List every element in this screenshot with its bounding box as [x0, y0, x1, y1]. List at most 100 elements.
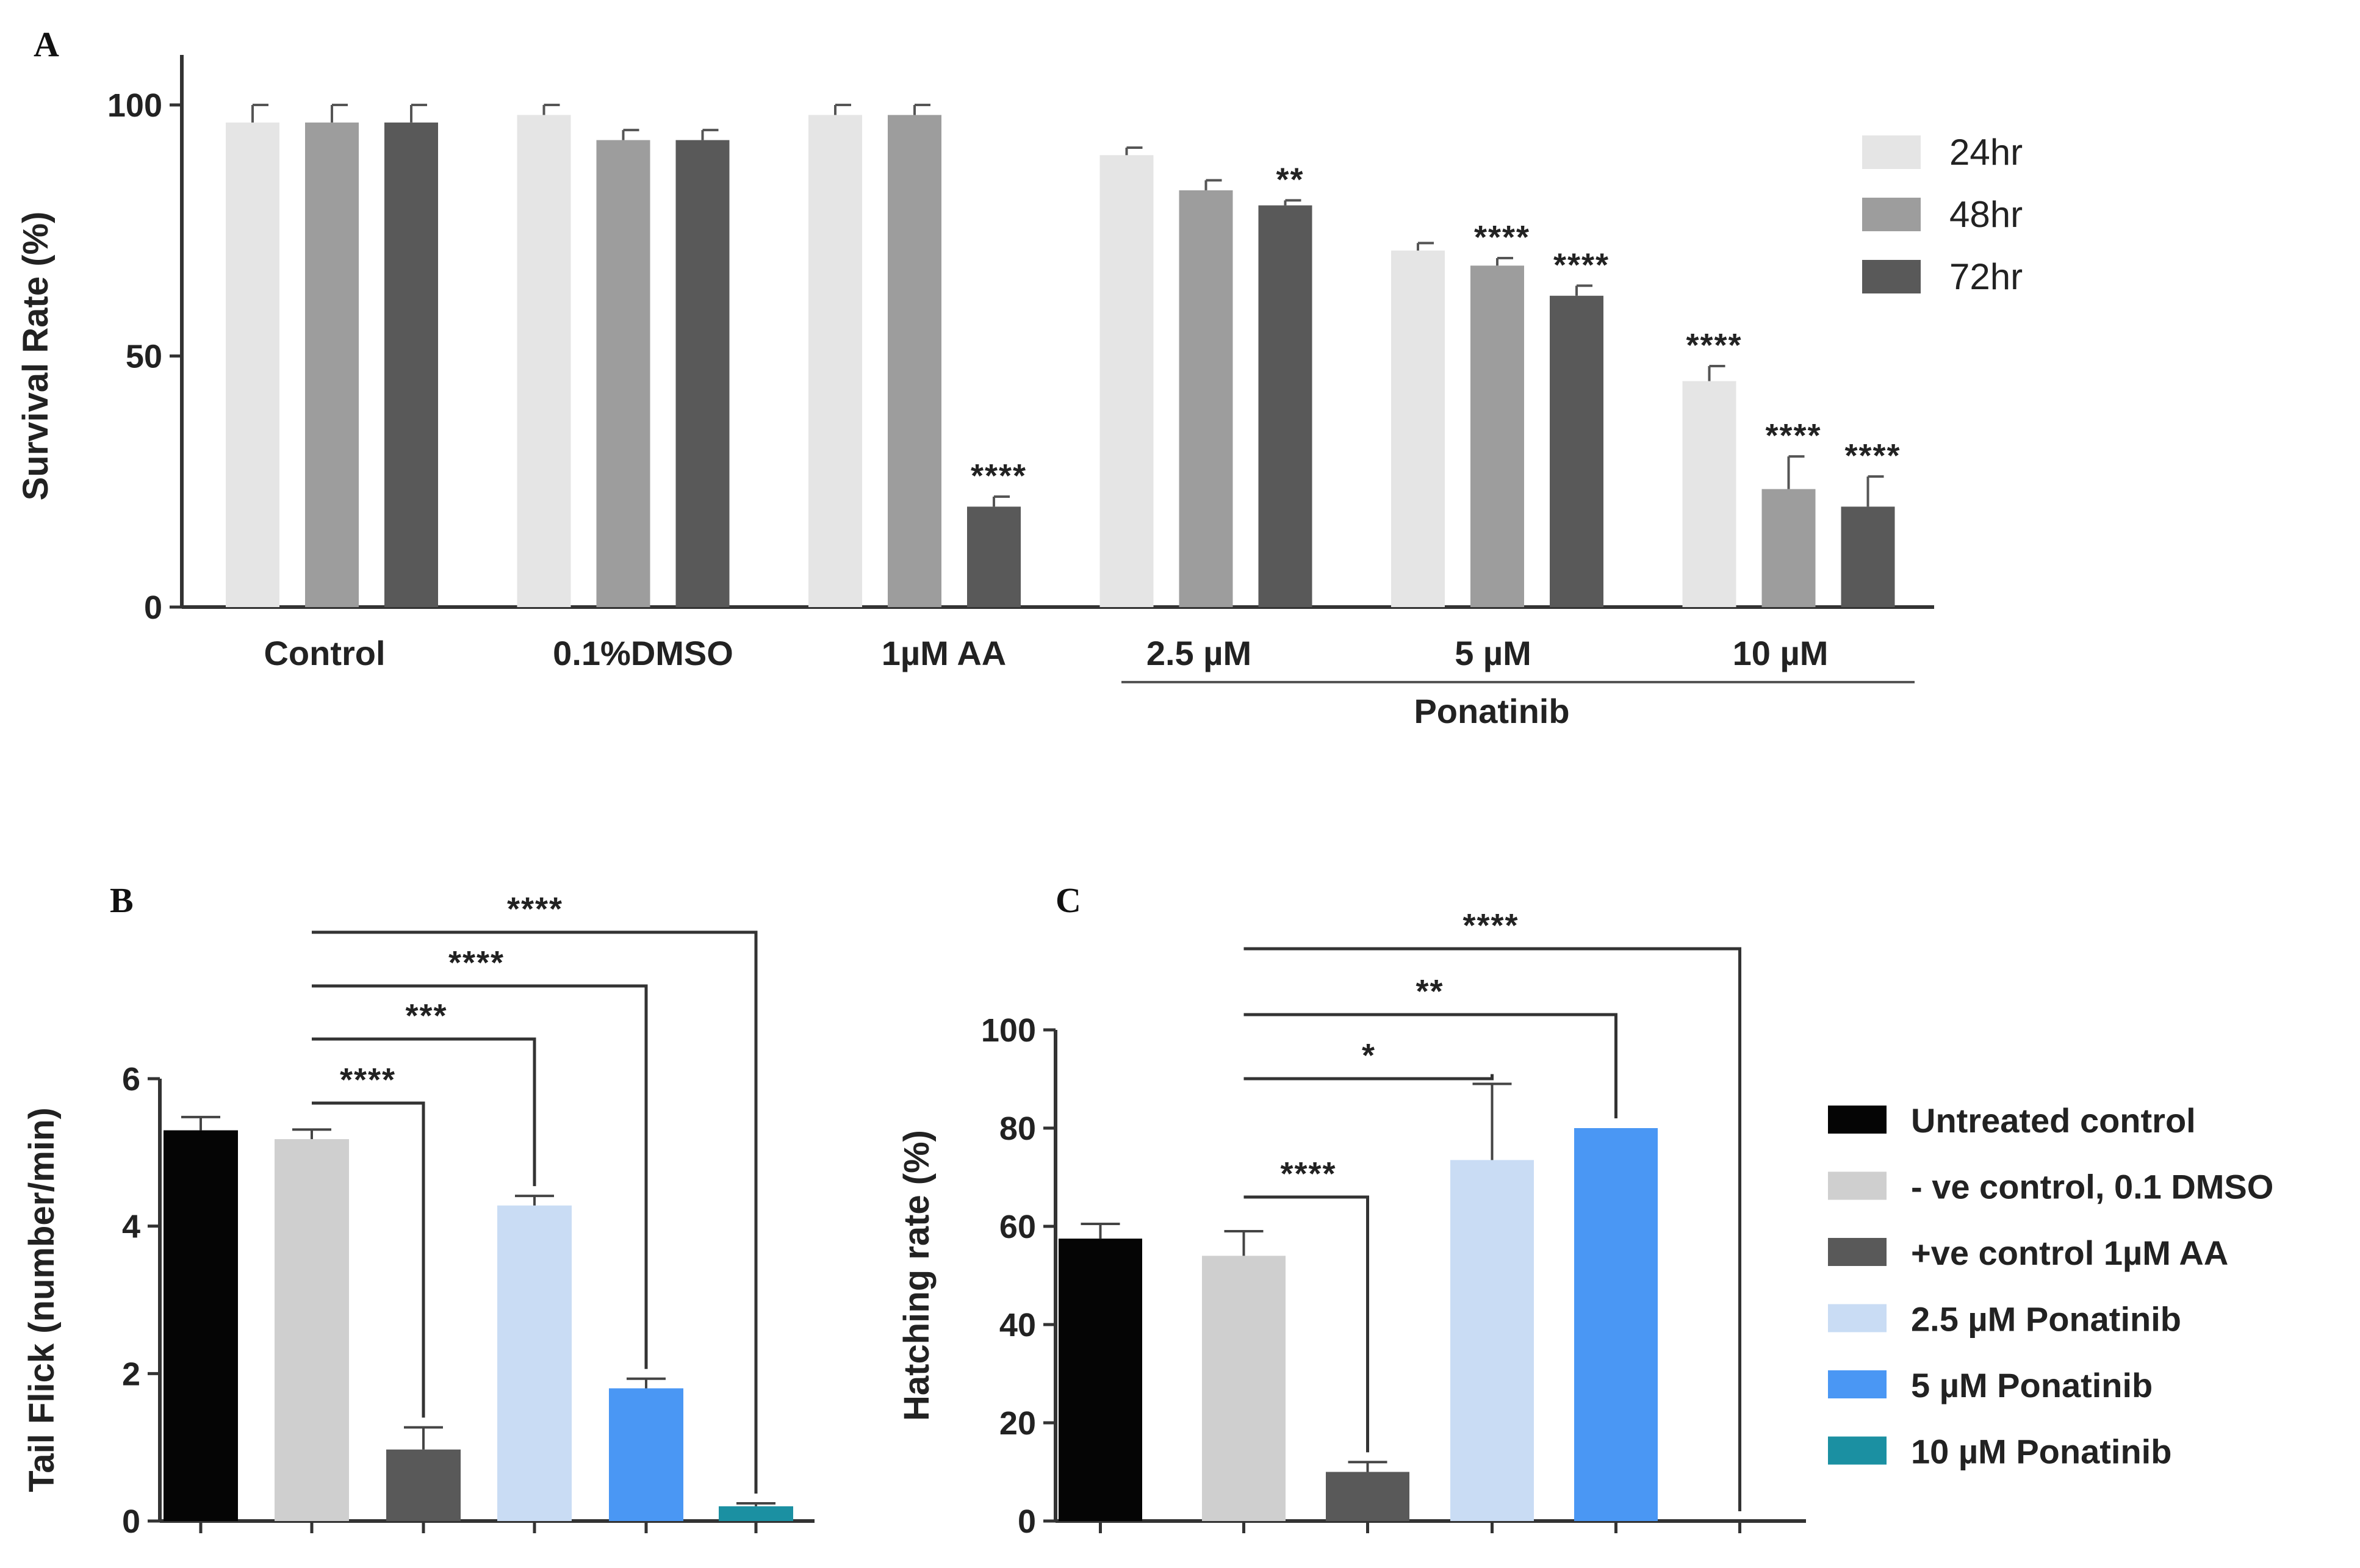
legend-label-72hr: 72hr	[1949, 256, 2023, 297]
bar-72hr	[675, 140, 730, 608]
y-tick-label: 0	[144, 589, 162, 626]
category-label-0-1-dmso: 0.1%DMSO	[553, 634, 733, 672]
y-axis-title: Hatching rate (%)	[897, 1130, 937, 1421]
bar-72hr	[384, 122, 438, 607]
comparison-stars: *	[1362, 1037, 1376, 1074]
panel-label-a: A	[34, 24, 59, 64]
comparison-bracket	[312, 930, 758, 1494]
bar-ve-control-0-1-dmso	[1202, 1256, 1286, 1521]
y-tick-label: 0	[122, 1503, 140, 1540]
comparison-bracket	[312, 1101, 425, 1418]
y-tick-label: 0	[1018, 1503, 1036, 1540]
chart-a-survival: 0 50 100 Survival Rate (%) Control 0.1%DMSO **…	[16, 55, 2023, 730]
comparison-bracket	[312, 984, 648, 1369]
y-tick-label: 6	[122, 1061, 140, 1098]
group-label-ponatinib: Ponatinib	[1414, 692, 1569, 730]
bar-48hr	[1470, 265, 1524, 607]
bar-24hr	[1391, 250, 1445, 607]
legend-swatch-ve-control-1-m-aa	[1828, 1238, 1887, 1266]
bar-24hr	[808, 115, 862, 607]
bar-ve-control-0-1-dmso	[275, 1139, 349, 1521]
bar-5-m-ponatinib	[1574, 1128, 1658, 1521]
y-tick-label: 40	[999, 1307, 1036, 1343]
y-tick-label: 100	[107, 87, 162, 124]
bar-72hr	[1841, 506, 1895, 607]
comparison-bracket	[1243, 1074, 1494, 1081]
bar-48hr	[305, 122, 359, 607]
legend-swatch-10-m-ponatinib	[1828, 1436, 1887, 1465]
bar-72hr	[1258, 205, 1312, 608]
comparison-bracket	[1243, 1195, 1369, 1453]
legend-label-24hr: 24hr	[1949, 132, 2023, 173]
legend-swatch-untreated-control	[1828, 1106, 1887, 1134]
comparison-stars: ****	[1280, 1156, 1336, 1192]
category-label-2-5-m: 2.5 µM	[1146, 634, 1251, 672]
significance-stars: **	[1276, 161, 1304, 198]
significance-stars: ****	[1686, 327, 1742, 364]
y-tick-label: 2	[122, 1356, 140, 1392]
comparison-stars: ****	[340, 1062, 396, 1098]
significance-stars: ****	[1844, 437, 1901, 474]
significance-stars: ****	[1474, 219, 1530, 256]
legend-swatch-24hr	[1862, 135, 1921, 169]
y-axis-title: Survival Rate (%)	[16, 212, 56, 501]
legend-label-2-5-m-ponatinib: 2.5 µM Ponatinib	[1911, 1300, 2181, 1339]
category-label-10-m: 10 µM	[1733, 634, 1829, 672]
panel-label-c: C	[1056, 880, 1081, 920]
bar-24hr	[1099, 155, 1154, 608]
significance-stars: ****	[1765, 417, 1821, 454]
bar-ve-control-1-m-aa	[386, 1449, 461, 1521]
comparison-bracket	[1243, 1013, 1617, 1118]
legend-label-ve-control-0-1-dmso: - ve control, 0.1 DMSO	[1911, 1168, 2273, 1206]
legend-swatch-48hr	[1862, 198, 1921, 231]
bar-untreated-control	[164, 1130, 238, 1521]
legend-swatch-72hr	[1862, 260, 1921, 293]
bar-2-5-m-ponatinib	[1450, 1160, 1534, 1521]
legend-treatments: Untreated control - ve control, 0.1 DMSO +…	[1828, 1101, 2273, 1471]
comparison-bracket	[312, 1037, 536, 1187]
comparison-bracket	[1243, 947, 1741, 1511]
bar-24hr	[226, 122, 279, 607]
significance-stars: ****	[1553, 246, 1610, 283]
legend-swatch-5-m-ponatinib	[1828, 1370, 1887, 1398]
bar-10-m-ponatinib	[719, 1506, 793, 1521]
bar-24hr	[1682, 381, 1736, 607]
bar-24hr	[517, 115, 571, 607]
y-axis-title: Tail Flick (number/min)	[22, 1107, 62, 1492]
comparison-stars: ****	[507, 891, 563, 927]
y-tick-label: 20	[999, 1405, 1036, 1442]
bar-48hr	[888, 115, 941, 607]
bar-untreated-control	[1059, 1239, 1142, 1521]
comparison-stars: **	[1416, 973, 1444, 1010]
bar-5-m-ponatinib	[609, 1388, 683, 1521]
legend-swatch-2-5-m-ponatinib	[1828, 1304, 1887, 1332]
category-label-1-m-aa: 1µM AA	[882, 634, 1006, 672]
significance-stars: ****	[971, 458, 1027, 494]
y-tick-label: 100	[981, 1012, 1036, 1049]
bar-2-5-m-ponatinib	[497, 1205, 572, 1521]
legend-swatch-ve-control-0-1-dmso	[1828, 1171, 1887, 1200]
category-label-control: Control	[264, 634, 385, 672]
bar-72hr	[1550, 295, 1603, 607]
legend-label-5-m-ponatinib: 5 µM Ponatinib	[1911, 1366, 2153, 1404]
y-tick-label: 50	[126, 339, 162, 375]
panel-label-b: B	[110, 880, 134, 920]
y-tick-label: 4	[122, 1209, 140, 1245]
bar-48hr	[596, 140, 650, 608]
comparison-stars: ***	[405, 998, 447, 1034]
bar-72hr	[967, 506, 1021, 607]
y-tick-label: 80	[999, 1110, 1036, 1147]
bar-48hr	[1761, 489, 1816, 607]
legend-label-ve-control-1-m-aa: +ve control 1µM AA	[1911, 1234, 2228, 1272]
comparison-stars: ****	[1462, 907, 1519, 944]
legend-label-untreated-control: Untreated control	[1911, 1101, 2196, 1140]
bar-ve-control-1-m-aa	[1326, 1472, 1409, 1521]
bar-48hr	[1179, 190, 1233, 607]
legend-label-48hr: 48hr	[1949, 194, 2023, 235]
y-tick-label: 60	[999, 1209, 1036, 1245]
comparison-stars: ****	[448, 944, 505, 981]
category-label-5-m: 5 µM	[1455, 634, 1531, 672]
legend-label-10-m-ponatinib: 10 µM Ponatinib	[1911, 1433, 2171, 1471]
